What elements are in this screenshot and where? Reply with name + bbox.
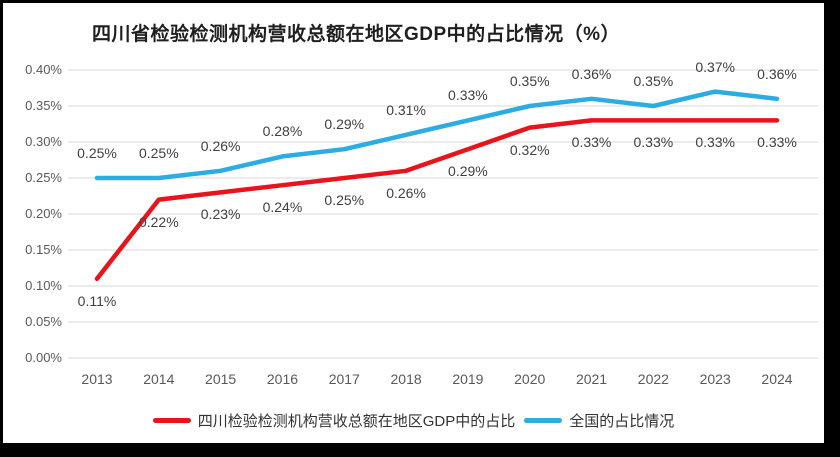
legend: 四川检验检测机构营收总额在地区GDP中的占比 全国的占比情况 [3,409,824,431]
frame-border-bottom [0,443,840,457]
legend-item-sichuan: 四川检验检测机构营收总额在地区GDP中的占比 [152,410,516,431]
national-line-swatch-icon [524,417,563,423]
data-label-national: 0.35% [509,73,550,89]
data-label-sichuan: 0.29% [448,163,488,180]
y-axis-tick-label: 0.10% [25,278,62,293]
data-label-national: 0.37% [695,58,736,75]
data-label-national: 0.36% [571,65,612,82]
x-axis-tick-label: 2017 [328,371,360,387]
y-axis-tick-label: 0.40% [25,62,62,77]
x-axis-tick-label: 2018 [390,371,422,387]
x-axis-tick-label: 2021 [575,371,608,387]
y-axis-tick-label: 0.00% [25,350,62,365]
data-label-sichuan: 0.22% [138,213,179,230]
data-label-national: 0.31% [386,101,426,118]
x-axis-tick-label: 2020 [514,371,546,387]
data-label-sichuan: 0.33% [571,134,612,151]
legend-label-sichuan: 四川检验检测机构营收总额在地区GDP中的占比 [197,412,516,430]
x-axis-tick-label: 2014 [143,371,175,387]
legend-item-national: 全国的占比情况 [524,410,674,431]
x-axis-tick-label: 2015 [205,371,237,387]
data-label-national: 0.36% [757,65,797,82]
chart-title: 四川省检验检测机构营收总额在地区GDP中的占比情况（%） [92,24,621,45]
y-axis-tick-label: 0.35% [25,98,62,113]
y-axis-tick-label: 0.15% [25,242,62,257]
frame-border-left [0,0,3,457]
frame-border-right [824,0,840,457]
data-label-national: 0.33% [448,87,488,104]
x-axis-tick-label: 2024 [761,371,793,387]
series-line-national [94,89,780,181]
data-label-national: 0.25% [77,145,117,161]
sichuan-line-swatch-icon [152,417,191,423]
x-axis-tick-label: 2023 [699,371,731,387]
data-label-sichuan: 0.23% [200,206,241,223]
data-label-sichuan: 0.25% [324,192,365,208]
y-axis-tick-label: 0.05% [25,314,62,329]
data-label-national: 0.25% [138,145,179,161]
y-axis-tick-label: 0.20% [25,206,62,221]
data-label-national: 0.28% [262,123,303,140]
legend-label-national: 全国的占比情况 [569,412,675,430]
x-axis-tick-label: 2016 [266,371,299,387]
data-label-sichuan: 0.32% [509,141,550,158]
x-axis-tick-label: 2019 [452,371,484,387]
x-axis-tick-label: 2013 [81,371,113,387]
data-label-sichuan: 0.33% [695,134,736,151]
data-label-sichuan: 0.24% [262,199,303,216]
data-label-national: 0.35% [633,73,674,89]
y-axis-tick-label: 0.25% [25,170,62,185]
frame-border-top [0,0,840,3]
x-axis-tick-label: 2022 [637,371,669,387]
series-line-sichuan [94,118,780,282]
data-label-sichuan: 0.33% [757,134,797,151]
data-label-national: 0.29% [324,116,365,133]
data-label-sichuan: 0.33% [633,134,674,151]
data-label-sichuan: 0.11% [77,292,117,309]
data-label-sichuan: 0.26% [386,184,426,201]
data-label-national: 0.26% [200,137,241,154]
y-axis-tick-label: 0.30% [25,134,62,149]
